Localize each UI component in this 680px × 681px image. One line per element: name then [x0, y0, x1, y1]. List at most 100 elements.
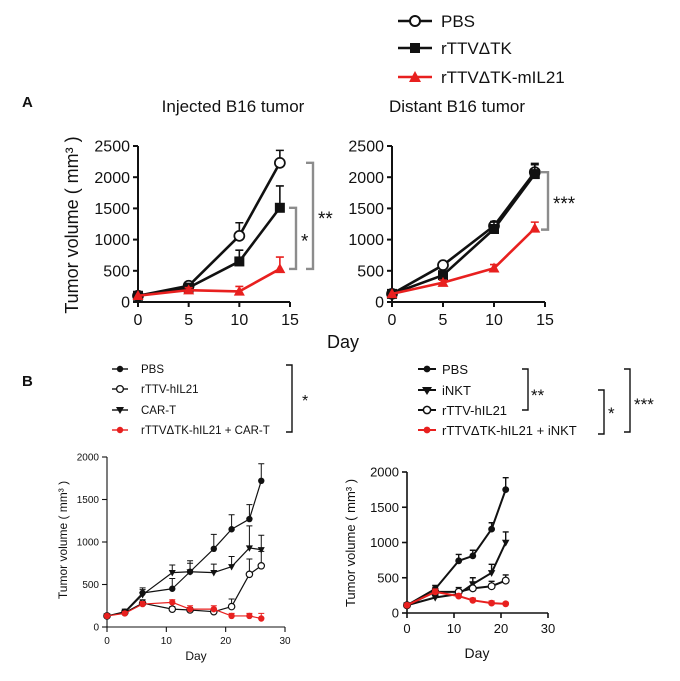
x-tick-label: 15 [281, 312, 299, 329]
legend-label: rTTVΔTK-hIL21 + iNKT [442, 423, 577, 438]
data-point [132, 290, 144, 301]
significance-label: ** [318, 209, 333, 230]
chart-title: Injected B16 tumor [162, 97, 305, 116]
significance-label: *** [553, 194, 576, 215]
data-point [455, 592, 463, 600]
series-3 [103, 599, 265, 622]
data-point [455, 557, 463, 565]
significance-bracket-pbs-inkt: ** [522, 368, 545, 411]
chart-distant-b16: Distant B16 tumor 0 500 1000 1500 2000 2500 0 5… [348, 97, 575, 329]
data-point [386, 288, 398, 299]
data-point [502, 486, 510, 494]
chart-injected-b16: Injected B16 tumor Tumor volume ( mm³ ) … [62, 97, 333, 329]
chart-inkt: Day Tumor volume ( mm³ ) 050010001500200… [343, 465, 555, 661]
y-tick-label: 1500 [77, 495, 100, 506]
axes [406, 472, 548, 614]
y-tick-label: 2000 [348, 170, 384, 187]
y-tick-label: 2000 [370, 465, 399, 480]
significance-label: *** [634, 395, 654, 414]
legend-label: iNKT [442, 383, 471, 398]
series-0 [386, 163, 541, 300]
y-tick-label: 2000 [77, 453, 100, 464]
legend-item-rttvdtk-mil21: rTTVΔTK-mIL21 [398, 68, 565, 87]
series-3 [403, 588, 510, 609]
data-point [489, 223, 499, 234]
data-point [246, 612, 253, 620]
data-point [487, 582, 496, 591]
data-point [257, 547, 265, 554]
data-point [228, 526, 235, 533]
legend-item-rttv-hil21: rTTV-hIL21 [112, 384, 199, 396]
x-tick-label: 30 [541, 621, 555, 636]
data-point [103, 612, 111, 620]
x-tick-label: 10 [230, 312, 248, 329]
data-point [169, 585, 176, 592]
data-point [169, 599, 176, 606]
x-tick-label: 10 [161, 636, 173, 647]
data-point [274, 263, 286, 274]
significance-label: * [301, 231, 309, 252]
data-point [245, 570, 254, 579]
y-tick-label: 1500 [348, 201, 384, 218]
y-tick-label: 2000 [94, 170, 130, 187]
significance-bracket [306, 161, 315, 271]
y-tick-label: 1000 [370, 535, 399, 550]
y-axis-label: Tumor volume ( mm³ ) [56, 481, 70, 599]
y-tick-label: 0 [93, 623, 99, 634]
significance-label: * [608, 404, 615, 423]
series-line [137, 267, 281, 298]
series-line [406, 542, 507, 607]
legend-label: PBS [442, 362, 468, 377]
data-point [431, 588, 439, 596]
y-axis-label: Tumor volume ( mm³ ) [62, 136, 82, 313]
error-bar [246, 525, 253, 548]
data-point [274, 202, 285, 213]
data-point [488, 599, 495, 607]
x-tick-label: 15 [536, 312, 554, 329]
x-axis-label: Day [465, 645, 490, 661]
legend-item-rttvdtk-hil21-inkt: rTTVΔTK-hIL21 + iNKT [418, 423, 577, 438]
data-point [246, 515, 253, 523]
data-point [437, 276, 449, 287]
data-point [431, 594, 439, 602]
chart-car-t: Day Tumor volume ( mm³ ) 050010001500200… [56, 453, 291, 664]
x-tick-label: 0 [104, 636, 110, 647]
significance-bracket-b1: * [286, 364, 308, 433]
y-tick-label: 500 [357, 263, 384, 280]
y-tick-label: 500 [377, 570, 399, 585]
data-point [502, 600, 510, 608]
data-point [234, 256, 245, 267]
legend-label: PBS [441, 12, 475, 31]
data-point [258, 477, 265, 484]
significance-label: * [302, 393, 308, 410]
x-tick-label: 10 [447, 621, 461, 636]
series-line [391, 173, 536, 296]
data-point [469, 596, 477, 604]
legend-label: rTTVΔTK [441, 39, 513, 58]
legend-item-rttvdtk-hil21-car-t: rTTVΔTK-hIL21 + CAR-T [112, 425, 270, 437]
data-point [529, 222, 541, 233]
y-tick-label: 1500 [370, 500, 399, 515]
data-point [258, 615, 265, 622]
series-0 [103, 463, 265, 620]
data-point [210, 545, 217, 552]
series-1 [387, 162, 540, 299]
x-tick-label: 20 [220, 636, 232, 647]
series-1 [133, 185, 285, 301]
x-tick-label: 5 [439, 312, 448, 329]
x-axis-label: Day [185, 649, 206, 663]
b2-legend: PBS iNKT rTTV-hIL21 rTTVΔTK-hIL21 + iNKT… [418, 362, 654, 438]
legend-item-rttv-hil21: rTTV-hIL21 [418, 403, 507, 418]
x-tick-label: 0 [403, 621, 410, 636]
data-point [228, 564, 236, 571]
data-point [168, 605, 177, 613]
data-point [210, 605, 217, 613]
series-2 [132, 256, 286, 301]
y-tick-label: 2500 [94, 139, 130, 156]
legend-label: rTTVΔTK-mIL21 [441, 68, 565, 87]
data-point [228, 612, 235, 620]
data-point [488, 262, 500, 273]
x-tick-label: 20 [494, 621, 508, 636]
data-point [529, 169, 540, 180]
